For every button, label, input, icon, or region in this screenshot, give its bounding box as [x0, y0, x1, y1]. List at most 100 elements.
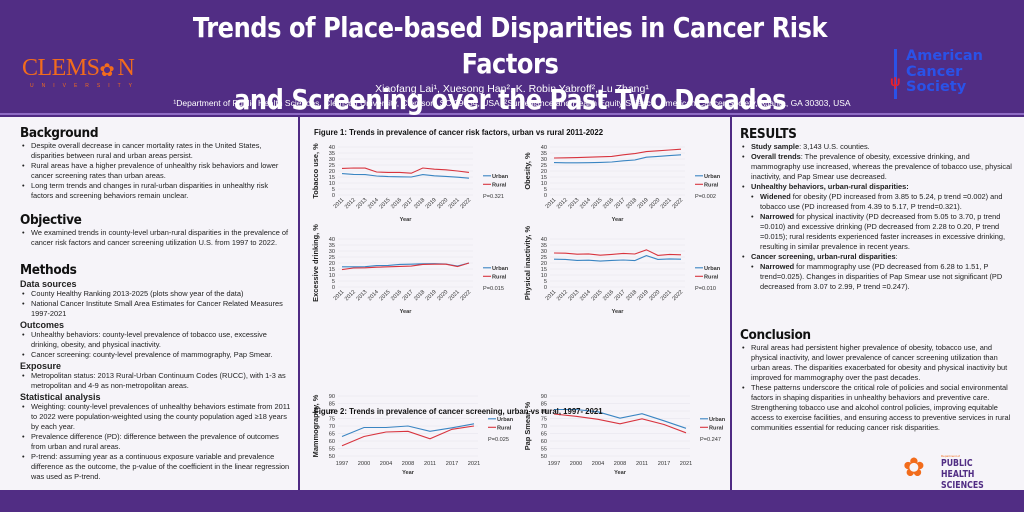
y-tick-label: 0	[544, 193, 547, 199]
dept-name-line-2: SCIENCES	[941, 480, 984, 491]
y-tick-label: 40	[541, 145, 547, 151]
background-heading: Background	[20, 125, 99, 141]
results-list: Study sample: 3,143 U.S. counties.Overal…	[740, 142, 1018, 292]
y-tick-label: 0	[332, 193, 335, 199]
y-axis-label: Excessive drinking, %	[311, 224, 320, 302]
result-item: Narrowed for mammography use (PD decreas…	[740, 262, 1018, 292]
conclusion-heading: Conclusion	[740, 327, 811, 343]
public-health-sciences-logo: ✿ Department of PUBLIC HEALTH SCIENCES	[903, 452, 1013, 491]
results-section: RESULTS Study sample: 3,143 U.S. countie…	[740, 126, 1018, 292]
list-item: P-trend: assuming year as a continuous e…	[20, 452, 292, 482]
x-tick-label: 2011	[333, 289, 346, 302]
y-tick-label: 75	[329, 417, 335, 423]
x-tick-label: 2011	[545, 289, 558, 302]
y-tick-label: 90	[541, 394, 547, 400]
y-tick-label: 85	[329, 402, 335, 408]
result-item-text: : 3,143 U.S. counties.	[799, 142, 870, 151]
sword-hilt-icon: ψ	[890, 73, 901, 89]
list-item: National Cancer Institute Small Area Est…	[20, 299, 292, 319]
x-tick-label: 2016	[602, 289, 615, 302]
x-tick-label: 2020	[648, 289, 661, 302]
stats-list: Weighting: county-level prevalences of u…	[20, 402, 292, 482]
y-tick-label: 70	[541, 424, 547, 430]
y-tick-label: 5	[332, 187, 335, 193]
x-tick-label: 2016	[390, 197, 403, 210]
x-tick-label: 2015	[591, 289, 604, 302]
legend-label: Rural	[704, 182, 719, 188]
series-line-rural	[553, 249, 682, 256]
x-tick-label: 1997	[548, 461, 560, 467]
result-item-text: : The prevalence of obesity, excessive d…	[751, 152, 1012, 181]
x-tick-label: 2014	[579, 197, 592, 210]
clemson-wordmark-n: N	[117, 55, 135, 81]
y-tick-label: 40	[329, 237, 335, 243]
y-tick-label: 10	[329, 273, 335, 279]
y-tick-label: 0	[544, 285, 547, 291]
x-tick-label: 2017	[614, 289, 627, 302]
y-axis-label: Pap Smear, %	[523, 401, 532, 450]
x-tick-label: 2011	[333, 197, 346, 210]
legend-label: Rural	[492, 274, 507, 280]
p-trend-annotation: P=0.002	[695, 194, 716, 200]
outcomes-heading: Outcomes	[20, 320, 65, 330]
x-tick-label: 2014	[367, 197, 380, 210]
y-tick-label: 25	[329, 163, 335, 169]
x-tick-label: 2019	[425, 197, 438, 210]
x-tick-label: 2022	[459, 197, 472, 210]
y-tick-label: 5	[332, 279, 335, 285]
affiliations: ¹Department of Public Health Sciences, C…	[173, 98, 851, 108]
x-tick-label: 2017	[402, 197, 415, 210]
y-tick-label: 5	[544, 187, 547, 193]
result-item-lead: Widened	[760, 192, 791, 201]
legend-label: Rural	[704, 274, 719, 280]
y-tick-label: 40	[541, 237, 547, 243]
dept-label: Department of	[941, 454, 961, 458]
x-tick-label: 2020	[436, 289, 449, 302]
x-tick-label: 2000	[358, 461, 370, 467]
x-tick-label: 2017	[614, 197, 627, 210]
x-tick-label: 2021	[660, 197, 673, 210]
p-trend-annotation: P=0.015	[483, 286, 504, 292]
y-tick-label: 80	[541, 409, 547, 415]
y-tick-label: 20	[541, 169, 547, 175]
y-tick-label: 85	[541, 402, 547, 408]
result-item: Narrowed for physical inactivity (PD dec…	[740, 212, 1018, 252]
list-item: Weighting: county-level prevalences of u…	[20, 402, 292, 432]
x-tick-label: 2013	[355, 289, 368, 302]
x-tick-label: 2015	[591, 197, 604, 210]
x-tick-label: 2004	[592, 461, 604, 467]
objective-heading: Objective	[20, 212, 82, 228]
x-tick-label: 2020	[436, 197, 449, 210]
y-tick-label: 35	[329, 151, 335, 157]
x-tick-label: 2011	[545, 197, 558, 210]
result-item-text: :	[895, 252, 898, 261]
x-axis-label: Year	[400, 309, 413, 315]
x-axis-label: Year	[402, 470, 415, 476]
y-tick-label: 65	[541, 432, 547, 438]
y-tick-label: 60	[541, 439, 547, 445]
list-item: Despite overall decrease in cancer morta…	[20, 141, 292, 161]
y-tick-label: 15	[541, 267, 547, 273]
series-line-urban	[341, 173, 470, 179]
y-tick-label: 35	[541, 151, 547, 157]
legend-label: Rural	[492, 182, 507, 188]
x-tick-label: 2021	[448, 197, 461, 210]
x-tick-label: 2000	[570, 461, 582, 467]
tiger-paw-icon: ✿	[99, 60, 115, 80]
x-tick-label: 2011	[424, 461, 436, 467]
background-list: Despite overall decrease in cancer morta…	[20, 141, 292, 201]
results-heading: RESULTS	[740, 126, 797, 142]
legend-label: Urban	[492, 266, 509, 272]
x-axis-label: Year	[400, 217, 413, 223]
y-tick-label: 75	[541, 417, 547, 423]
result-item: Cancer screening, urban-rural disparitie…	[740, 252, 1018, 262]
y-tick-label: 80	[329, 409, 335, 415]
y-tick-label: 35	[541, 243, 547, 249]
y-tick-label: 20	[329, 261, 335, 267]
tiger-paw-icon: ✿	[903, 452, 925, 482]
result-item-lead: Narrowed	[760, 212, 795, 221]
result-item-text: for mammography use (PD decreased from 6…	[760, 262, 1003, 291]
x-tick-label: 2021	[660, 289, 673, 302]
sword-icon	[894, 49, 897, 99]
x-tick-label: 2011	[636, 461, 648, 467]
